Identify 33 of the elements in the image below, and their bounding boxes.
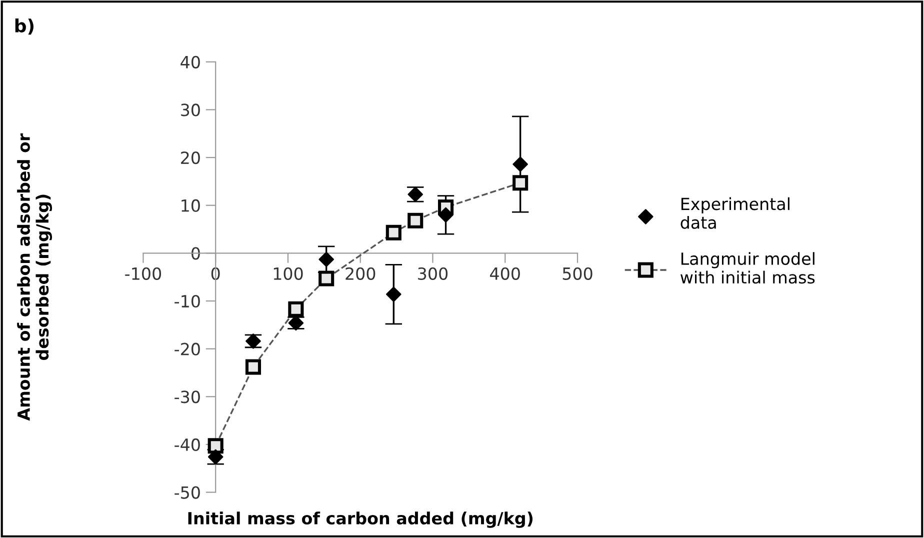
point [386, 224, 402, 240]
point [318, 252, 334, 268]
x-tick-label: 200 [346, 267, 376, 280]
x-tick-label: -100 [125, 267, 162, 280]
y-tick-label: 10 [182, 199, 200, 212]
y-tick-label: -40 [174, 438, 200, 452]
point [512, 175, 528, 191]
x-tick-label: 0 [211, 267, 220, 280]
point [408, 212, 424, 228]
y-tick-label: 40 [180, 56, 200, 68]
point [288, 301, 304, 317]
y-tick-label: 30 [181, 104, 200, 116]
y-tick-label: 20 [181, 151, 200, 164]
x-axis-title: Initial mass of carbon added (mg/kg) [188, 512, 533, 528]
point [245, 359, 262, 375]
legend-label: Experimental data [680, 197, 790, 229]
point [512, 156, 528, 172]
y-axis-title: Amount of carbon adsorbed or desorbed (mg/kg) [17, 133, 52, 421]
point [208, 438, 224, 454]
point [386, 286, 402, 302]
point [318, 270, 334, 286]
y-tick-label: -10 [174, 294, 200, 308]
x-tick-label: 300 [418, 267, 448, 280]
x-tick-label: 500 [562, 267, 592, 280]
chart-title: b) [15, 18, 34, 35]
y-tick-label: -20 [174, 342, 200, 356]
y-tick-label: -30 [174, 390, 200, 404]
x-tick-label: 400 [490, 267, 520, 280]
legend-label: Langmuir model with initial mass [680, 252, 815, 284]
x-tick-label: 100 [274, 267, 303, 280]
y-tick-label: -50 [174, 486, 200, 499]
y-tick-label: 0 [192, 247, 200, 260]
point [438, 207, 454, 223]
